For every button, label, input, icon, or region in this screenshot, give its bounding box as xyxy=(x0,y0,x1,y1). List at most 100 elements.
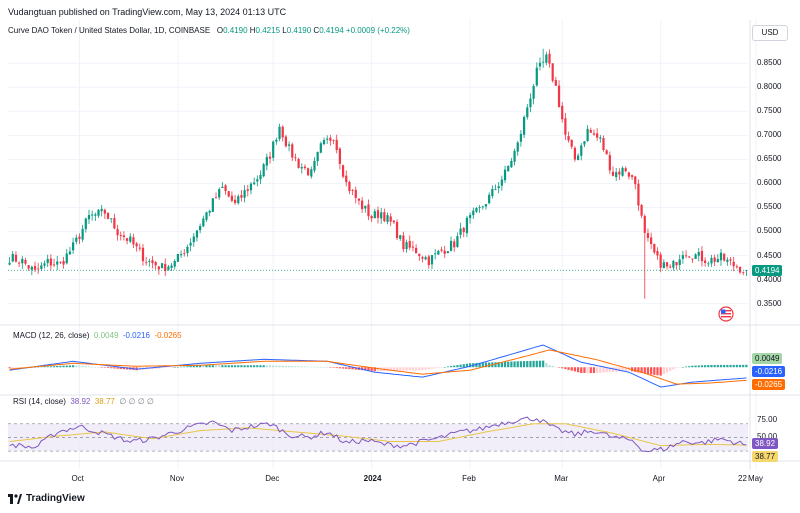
candle-body xyxy=(726,259,729,262)
candle-body xyxy=(183,253,186,255)
candle-body xyxy=(678,259,681,266)
macd-hist-bar xyxy=(284,365,288,368)
macd-hist-bar xyxy=(262,365,265,368)
candle-body xyxy=(640,204,643,216)
macd-hist-bar xyxy=(691,365,694,368)
macd-hist-bar xyxy=(745,364,748,368)
candle-body xyxy=(94,214,97,216)
candle-body xyxy=(399,235,402,239)
macd-hist-bar xyxy=(586,367,589,374)
candle-body xyxy=(56,261,59,265)
macd-hist-bar xyxy=(621,367,624,372)
macd-hist-bar xyxy=(545,362,548,368)
candle-body xyxy=(700,250,704,262)
macd-hist-bar xyxy=(233,365,237,368)
candle-body xyxy=(567,136,570,141)
macd-hist-bar xyxy=(672,367,675,370)
candle-body xyxy=(554,80,557,86)
macd-hist-bar xyxy=(561,367,564,369)
candle-body xyxy=(287,144,291,146)
macd-hist-bar xyxy=(707,365,710,368)
macd-hist-bar xyxy=(11,367,14,369)
macd-hist-bar xyxy=(227,365,230,368)
candle-body xyxy=(364,205,367,209)
candle-body xyxy=(383,212,386,222)
candle-body xyxy=(46,258,49,264)
us-flag-icon xyxy=(718,306,734,322)
macd-hist-bar xyxy=(218,365,221,368)
candle-body xyxy=(199,226,202,231)
macd-hist-bar xyxy=(268,365,272,368)
candle-body xyxy=(380,212,383,219)
rsi-legend: RSI (14, close) 38.92 38.77 ∅ ∅ ∅ ∅ xyxy=(13,397,154,407)
price-tick-6: 0.5500 xyxy=(757,202,782,212)
macd-hist-bar xyxy=(303,366,307,368)
candle-body xyxy=(497,186,500,189)
time-tick-4: Feb xyxy=(462,474,476,483)
candle-body xyxy=(513,150,516,162)
macd-hist-bar xyxy=(91,366,94,368)
symbol-legend: Curve DAO Token / United States Dollar, … xyxy=(8,26,410,36)
candle-body xyxy=(33,266,37,270)
publisher-note: Vudangtuan published on TradingView.com,… xyxy=(8,7,287,17)
macd-hist-bar xyxy=(421,367,424,371)
candle-body xyxy=(576,155,580,161)
macd-hist-bar xyxy=(56,366,59,368)
candle-body xyxy=(151,260,154,264)
rsi-ma-value: 38.77 xyxy=(94,397,115,406)
macd-hist-bar xyxy=(122,367,126,370)
candle-body xyxy=(256,179,259,182)
high-value: 0.4215 xyxy=(255,26,281,35)
macd-hist-bar xyxy=(345,367,348,369)
candle-body xyxy=(421,257,424,259)
macd-hist-bar xyxy=(697,365,700,368)
macd-hist-bar xyxy=(335,367,338,369)
macd-hist-bar xyxy=(732,364,735,368)
tradingview-brand[interactable]: TradingView xyxy=(8,493,85,504)
candle-body xyxy=(103,209,106,214)
candle-body xyxy=(303,166,307,168)
macd-hist-bar xyxy=(300,366,303,368)
macd-hist-bar xyxy=(437,367,440,368)
candle-body xyxy=(243,190,246,198)
candle-body xyxy=(310,169,313,177)
macd-hist-bar xyxy=(596,367,599,374)
candle-body xyxy=(551,63,554,81)
candle-body xyxy=(113,218,116,229)
macd-hist-bar xyxy=(583,367,586,374)
macd-hist-bar xyxy=(713,364,716,368)
candle-body xyxy=(453,241,456,248)
macd-hist-bar xyxy=(475,363,478,368)
macd-hist-bar xyxy=(221,365,224,368)
macd-hist-bar xyxy=(434,367,437,369)
macd-hist-bar xyxy=(653,367,656,375)
macd-hist-bar xyxy=(287,366,291,368)
candle-body xyxy=(37,268,40,270)
candle-body xyxy=(294,157,297,159)
candle-body xyxy=(596,133,599,138)
macd-signal-value: -0.0265 xyxy=(154,331,182,340)
candle-body xyxy=(313,160,316,171)
candle-body xyxy=(564,118,567,135)
currency-button[interactable]: USD xyxy=(752,25,788,41)
candle-body xyxy=(592,133,596,135)
macd-hist-bar xyxy=(580,367,583,374)
macd-hist-bar xyxy=(78,365,81,368)
candle-body xyxy=(650,237,653,244)
macd-hist-bar xyxy=(646,367,650,375)
candle-body xyxy=(24,260,27,264)
macd-hist-bar xyxy=(440,367,443,368)
rsi-ma-line xyxy=(9,423,747,447)
macd-hist-bar xyxy=(370,367,373,371)
candle-body xyxy=(437,250,440,255)
macd-hist-bar xyxy=(94,366,97,368)
open-value: 0.4190 xyxy=(223,26,248,35)
candle-body xyxy=(91,214,94,216)
pane-separators xyxy=(0,20,800,470)
candle-body xyxy=(519,133,523,142)
candle-body xyxy=(729,259,732,261)
macd-hist-bar xyxy=(723,364,726,368)
macd-hist-bar xyxy=(297,366,300,368)
candle-body xyxy=(624,168,627,172)
